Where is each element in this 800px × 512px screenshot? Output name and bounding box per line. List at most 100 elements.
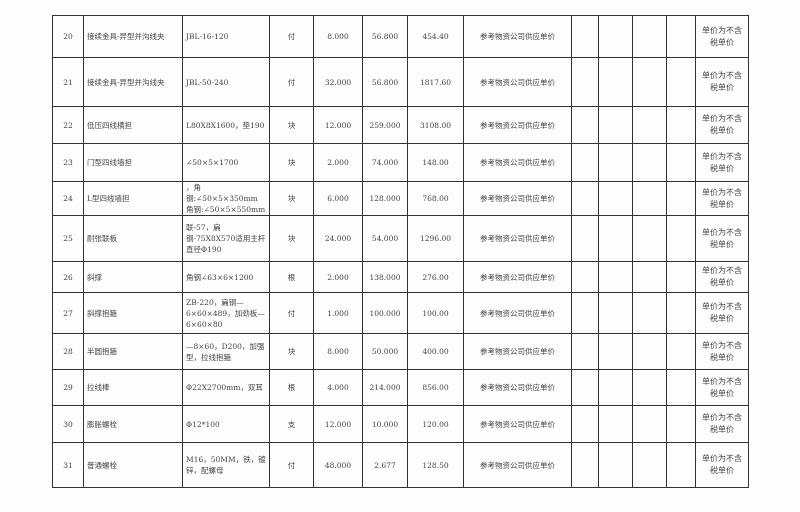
empty-cell [632, 405, 667, 443]
row-number: 24 [52, 181, 84, 216]
empty-cell [571, 143, 599, 182]
empty-cell [598, 181, 633, 216]
unit-price: 259.000 [362, 106, 408, 144]
empty-cell [632, 15, 667, 58]
empty-cell [598, 143, 633, 182]
amount: 400.00 [407, 333, 464, 370]
empty-cell [666, 333, 696, 370]
empty-cell [632, 442, 667, 488]
table-row: 30 膨胀螺栓 Φ12*100 支 12.000 10.000 120.00 参… [52, 405, 749, 443]
unit-price: 54.000 [362, 215, 408, 262]
amount: 856.00 [407, 369, 464, 406]
empty-cell [598, 215, 633, 262]
material-name: L型四线墙担 [83, 181, 183, 216]
price-source: 参考物资公司供应单价 [463, 405, 572, 443]
row-number: 29 [52, 369, 84, 406]
row-number: 28 [52, 333, 84, 370]
price-source: 参考物资公司供应单价 [463, 15, 572, 58]
price-source: 参考物资公司供应单价 [463, 215, 572, 262]
empty-cell [598, 333, 633, 370]
unit: 支 [269, 405, 314, 443]
material-spec: 联-57，扁钢-75X8X570适用主杆直径Φ190 [182, 215, 270, 262]
unit-price: 56.800 [362, 15, 408, 58]
material-spec: JBL-16-120 [182, 15, 270, 58]
table-row: 28 半圆抱箍 —8×60，D200，加强型，拉线抱箍 块 8.000 50.0… [52, 333, 749, 370]
material-name: 耐张联板 [83, 215, 183, 262]
remark: 单价为不含税单价 [695, 15, 749, 58]
remark: 单价为不含税单价 [695, 215, 749, 262]
price-source: 参考物资公司供应单价 [463, 261, 572, 293]
empty-cell [598, 261, 633, 293]
quantity: 24.000 [313, 215, 363, 262]
empty-cell [666, 442, 696, 488]
price-source: 参考物资公司供应单价 [463, 369, 572, 406]
row-number: 27 [52, 292, 84, 334]
row-number: 25 [52, 215, 84, 262]
material-name: 低压四线横担 [83, 106, 183, 144]
empty-cell [598, 369, 633, 406]
empty-cell [598, 442, 633, 488]
material-spec: 角钢∠63×6×1200 [182, 261, 270, 293]
material-spec: Φ12*100 [182, 405, 270, 443]
amount: 454.40 [407, 15, 464, 58]
amount: 1296.00 [407, 215, 464, 262]
material-name: 斜撑抱箍 [83, 292, 183, 334]
material-name: 普通螺栓 [83, 442, 183, 488]
remark: 单价为不含税单价 [695, 405, 749, 443]
remark: 单价为不含税单价 [695, 181, 749, 216]
table-row: 31 普通螺栓 M16，50MM，铁，镀锌，配螺母 付 48.000 2.677… [52, 442, 749, 488]
empty-cell [571, 405, 599, 443]
price-source: 参考物资公司供应单价 [463, 442, 572, 488]
amount: 120.00 [407, 405, 464, 443]
amount: 148.00 [407, 143, 464, 182]
table-row: 25 耐张联板 联-57，扁钢-75X8X570适用主杆直径Φ190 块 24.… [52, 215, 749, 262]
empty-cell [598, 106, 633, 144]
unit: 根 [269, 369, 314, 406]
quantity: 2.000 [313, 143, 363, 182]
unit: 块 [269, 333, 314, 370]
material-spec: ，角钢:∠50×5×350mm 角钢:∠50×5×550mm [182, 181, 270, 216]
empty-cell [666, 261, 696, 293]
material-spec: M16，50MM，铁，镀锌，配螺母 [182, 442, 270, 488]
row-number: 21 [52, 57, 84, 107]
quantity: 48.000 [313, 442, 363, 488]
unit-price: 2.677 [362, 442, 408, 488]
empty-cell [598, 15, 633, 58]
amount: 1817.60 [407, 57, 464, 107]
empty-cell [632, 333, 667, 370]
amount: 276.00 [407, 261, 464, 293]
price-source: 参考物资公司供应单价 [463, 333, 572, 370]
remark: 单价为不含税单价 [695, 261, 749, 293]
empty-cell [666, 215, 696, 262]
empty-cell [632, 292, 667, 334]
quantity: 12.000 [313, 106, 363, 144]
empty-cell [666, 106, 696, 144]
unit: 块 [269, 106, 314, 144]
empty-cell [632, 143, 667, 182]
empty-cell [632, 106, 667, 144]
empty-cell [632, 215, 667, 262]
unit-price: 10.000 [362, 405, 408, 443]
amount: 3108.00 [407, 106, 464, 144]
remark: 单价为不含税单价 [695, 369, 749, 406]
empty-cell [598, 405, 633, 443]
empty-cell [666, 15, 696, 58]
empty-cell [632, 181, 667, 216]
material-name: 斜撑 [83, 261, 183, 293]
unit-price: 50.000 [362, 333, 408, 370]
row-number: 22 [52, 106, 84, 144]
amount: 768.00 [407, 181, 464, 216]
amount: 128.50 [407, 442, 464, 488]
row-number: 30 [52, 405, 84, 443]
unit: 付 [269, 292, 314, 334]
price-source: 参考物资公司供应单价 [463, 57, 572, 107]
empty-cell [666, 57, 696, 107]
empty-cell [632, 369, 667, 406]
price-source: 参考物资公司供应单价 [463, 143, 572, 182]
quantity: 12.000 [313, 405, 363, 443]
empty-cell [632, 261, 667, 293]
empty-cell [666, 405, 696, 443]
empty-cell [598, 57, 633, 107]
unit-price: 138.000 [362, 261, 408, 293]
materials-price-table: 20 接续金具-异型并沟线夹 JBL-16-120 付 8.000 56.800… [52, 15, 749, 488]
